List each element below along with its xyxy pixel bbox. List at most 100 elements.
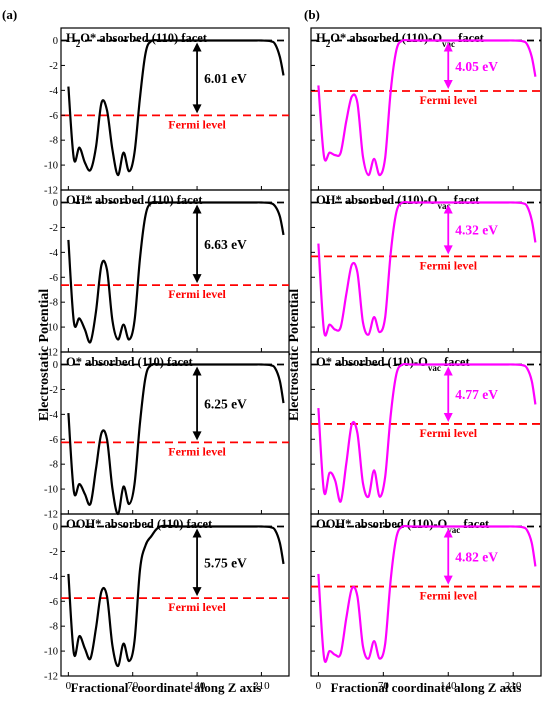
gap-arrow-head-down	[443, 79, 453, 89]
y-tick-label: -8	[49, 460, 58, 471]
gap-value-label: 4.05 eV	[455, 59, 498, 74]
panel-left-1: OH* absorbed (110) facet Fermi level 6.63 …	[44, 189, 290, 359]
fermi-level-label: Fermi level	[419, 258, 477, 272]
panel-title-part: OOH* absorbed (110)-O	[316, 517, 448, 531]
x-tick-label: 140	[440, 680, 457, 692]
panel-title-part: H	[316, 31, 326, 45]
panel-title-part: facet	[455, 31, 485, 45]
panel-title-part: O* absorbed (110)-O	[316, 355, 428, 369]
panel-title: O* absorbed (110) facet	[66, 355, 194, 369]
plot-frame	[310, 513, 542, 677]
gap-arrow-head-up	[443, 204, 453, 214]
potential-curve	[67, 200, 285, 344]
y-tick-label: -10	[44, 485, 58, 496]
gap-arrow-head-down	[443, 412, 453, 422]
fermi-level-label: Fermi level	[419, 426, 477, 440]
fermi-level-label: Fermi level	[419, 589, 477, 603]
potential-curve	[67, 38, 285, 177]
panel-right-3: OOH* absorbed (110)-Ovac facet Fermi leve…	[310, 513, 542, 692]
gap-arrow-head-down	[192, 431, 202, 441]
y-tick-label: -10	[44, 647, 58, 658]
panel-title-part: 2	[326, 39, 331, 49]
y-tick-label: -2	[49, 61, 58, 72]
plot-frame	[60, 513, 290, 677]
x-tick-label: 210	[253, 680, 270, 692]
y-tick-label: -4	[49, 86, 58, 97]
gap-arrow-head-up	[192, 366, 202, 376]
panel-label-a: (a)	[2, 7, 17, 22]
x-axis-title-right: Fractional coordinate along Z axis	[331, 680, 522, 695]
gap-arrow-head-up	[443, 528, 453, 538]
y-tick-label: 0	[53, 522, 58, 533]
y-tick-label: -8	[49, 622, 58, 633]
gap-arrow-head-down	[192, 104, 202, 114]
potential-curve	[317, 200, 537, 337]
gap-value-label: 4.77 eV	[455, 387, 498, 402]
gap-value-label: 5.75 eV	[204, 555, 247, 570]
panel-title-part: facet	[460, 517, 490, 531]
y-tick-label: -4	[49, 248, 58, 259]
y-tick-label: -2	[49, 547, 58, 558]
gap-arrow-head-down	[443, 575, 453, 585]
gap-arrow-head-down	[192, 274, 202, 284]
potential-curve	[67, 362, 285, 516]
panel-title-part: O* absorbed (110) facet	[66, 355, 194, 369]
panel-left-2: O* absorbed (110) facet Fermi level 6.25 e…	[44, 351, 290, 521]
y-tick-label: -8	[49, 136, 58, 147]
y-tick-label: -12	[44, 348, 58, 359]
y-tick-label: -6	[49, 273, 58, 284]
y-tick-label: -12	[44, 186, 58, 197]
panel-title-part: facet	[441, 355, 471, 369]
plot-frame	[60, 189, 290, 353]
panel-title-part: H	[66, 31, 76, 45]
fermi-level-label: Fermi level	[168, 287, 226, 301]
panel-title-part: vac	[447, 525, 460, 535]
y-tick-label: -6	[49, 111, 58, 122]
panel-title-part: vac	[438, 201, 451, 211]
gap-value-label: 4.82 eV	[455, 550, 498, 565]
gap-arrow-head-down	[192, 587, 202, 597]
gap-arrow-head-down	[443, 245, 453, 255]
fermi-level-label: Fermi level	[419, 93, 477, 107]
gap-value-label: 6.25 eV	[204, 396, 247, 411]
fermi-level-label: Fermi level	[168, 600, 226, 614]
panel-title-part: facet	[451, 193, 481, 207]
panel-title-part: OH* absorbed (110)-O	[316, 193, 438, 207]
plot-frame	[310, 27, 542, 191]
y-tick-label: -10	[44, 323, 58, 334]
y-tick-label: -12	[44, 672, 58, 683]
panel-title: OOH* absorbed (110) facet	[66, 517, 213, 531]
panel-label-b: (b)	[304, 7, 320, 22]
y-tick-label: -2	[49, 385, 58, 396]
gap-arrow-head-up	[443, 42, 453, 52]
x-tick-label: 0	[66, 680, 72, 692]
x-axis-title-left: Fractional coordinate along Z axis	[71, 680, 262, 695]
x-tick-label: 70	[127, 680, 139, 692]
panel-title-part: 2	[76, 39, 81, 49]
panel-left-3: OOH* absorbed (110) facet Fermi level 5.75…	[44, 513, 290, 692]
panel-title: OH* absorbed (110) facet	[66, 193, 203, 207]
y-tick-label: 0	[53, 198, 58, 209]
gap-arrow-head-up	[443, 366, 453, 376]
y-tick-label: -4	[49, 410, 58, 421]
gap-arrow-head-up	[192, 528, 202, 538]
potential-curve	[317, 38, 537, 177]
x-tick-label: 0	[316, 680, 322, 692]
panel-right-2: O* absorbed (110)-Ovac facet Fermi level 4…	[310, 351, 542, 515]
y-tick-label: -6	[49, 597, 58, 608]
gap-arrow-head-up	[192, 42, 202, 52]
y-tick-label: -12	[44, 510, 58, 521]
plot-frame	[60, 351, 290, 515]
gap-value-label: 4.32 eV	[455, 222, 498, 237]
y-tick-label: 0	[53, 36, 58, 47]
panel-title-part: O* absorbed (110) facet	[80, 31, 208, 45]
potential-curve	[317, 524, 537, 663]
y-tick-label: -8	[49, 298, 58, 309]
y-axis-title-left: Electrostatic Potential	[37, 289, 52, 421]
potential-curve	[317, 362, 537, 503]
plot-frame	[60, 27, 290, 191]
x-tick-label: 70	[378, 680, 390, 692]
panel-title-part: OH* absorbed (110) facet	[66, 193, 203, 207]
y-tick-label: -10	[44, 161, 58, 172]
fermi-level-label: Fermi level	[168, 444, 226, 458]
